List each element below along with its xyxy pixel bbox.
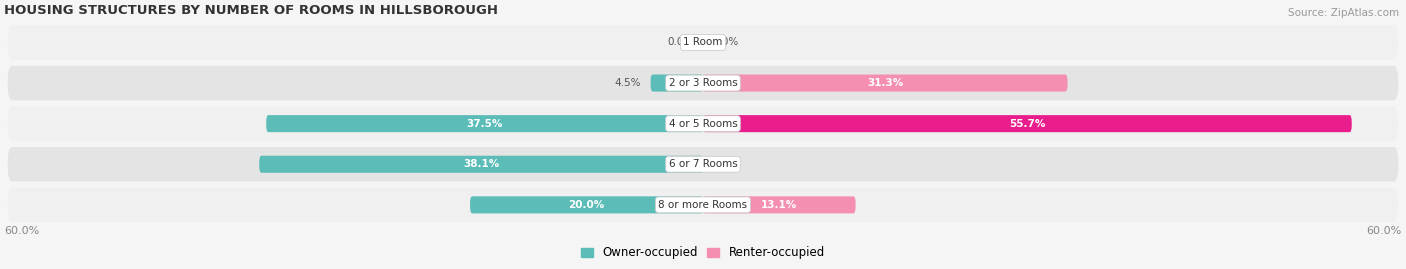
Text: 0.0%: 0.0% bbox=[713, 159, 738, 169]
FancyBboxPatch shape bbox=[266, 115, 703, 132]
Text: 38.1%: 38.1% bbox=[463, 159, 499, 169]
FancyBboxPatch shape bbox=[651, 75, 703, 91]
Text: 37.5%: 37.5% bbox=[467, 119, 503, 129]
Text: 0.0%: 0.0% bbox=[668, 37, 693, 47]
Text: 13.1%: 13.1% bbox=[761, 200, 797, 210]
FancyBboxPatch shape bbox=[703, 75, 1067, 91]
Text: HOUSING STRUCTURES BY NUMBER OF ROOMS IN HILLSBOROUGH: HOUSING STRUCTURES BY NUMBER OF ROOMS IN… bbox=[4, 4, 498, 17]
Text: 6 or 7 Rooms: 6 or 7 Rooms bbox=[669, 159, 737, 169]
FancyBboxPatch shape bbox=[7, 187, 1399, 222]
FancyBboxPatch shape bbox=[7, 107, 1399, 141]
FancyBboxPatch shape bbox=[703, 115, 1351, 132]
Text: 20.0%: 20.0% bbox=[568, 200, 605, 210]
FancyBboxPatch shape bbox=[703, 196, 856, 213]
Text: 55.7%: 55.7% bbox=[1010, 119, 1046, 129]
Legend: Owner-occupied, Renter-occupied: Owner-occupied, Renter-occupied bbox=[576, 242, 830, 264]
Text: 60.0%: 60.0% bbox=[4, 226, 39, 236]
Text: Source: ZipAtlas.com: Source: ZipAtlas.com bbox=[1288, 8, 1399, 18]
FancyBboxPatch shape bbox=[7, 25, 1399, 60]
Text: 31.3%: 31.3% bbox=[868, 78, 904, 88]
Text: 60.0%: 60.0% bbox=[1367, 226, 1402, 236]
Text: 8 or more Rooms: 8 or more Rooms bbox=[658, 200, 748, 210]
Text: 2 or 3 Rooms: 2 or 3 Rooms bbox=[669, 78, 737, 88]
FancyBboxPatch shape bbox=[259, 156, 703, 173]
FancyBboxPatch shape bbox=[470, 196, 703, 213]
Text: 4 or 5 Rooms: 4 or 5 Rooms bbox=[669, 119, 737, 129]
Text: 1 Room: 1 Room bbox=[683, 37, 723, 47]
Text: 4.5%: 4.5% bbox=[614, 78, 641, 88]
FancyBboxPatch shape bbox=[7, 147, 1399, 182]
Text: 0.0%: 0.0% bbox=[713, 37, 738, 47]
FancyBboxPatch shape bbox=[7, 66, 1399, 100]
